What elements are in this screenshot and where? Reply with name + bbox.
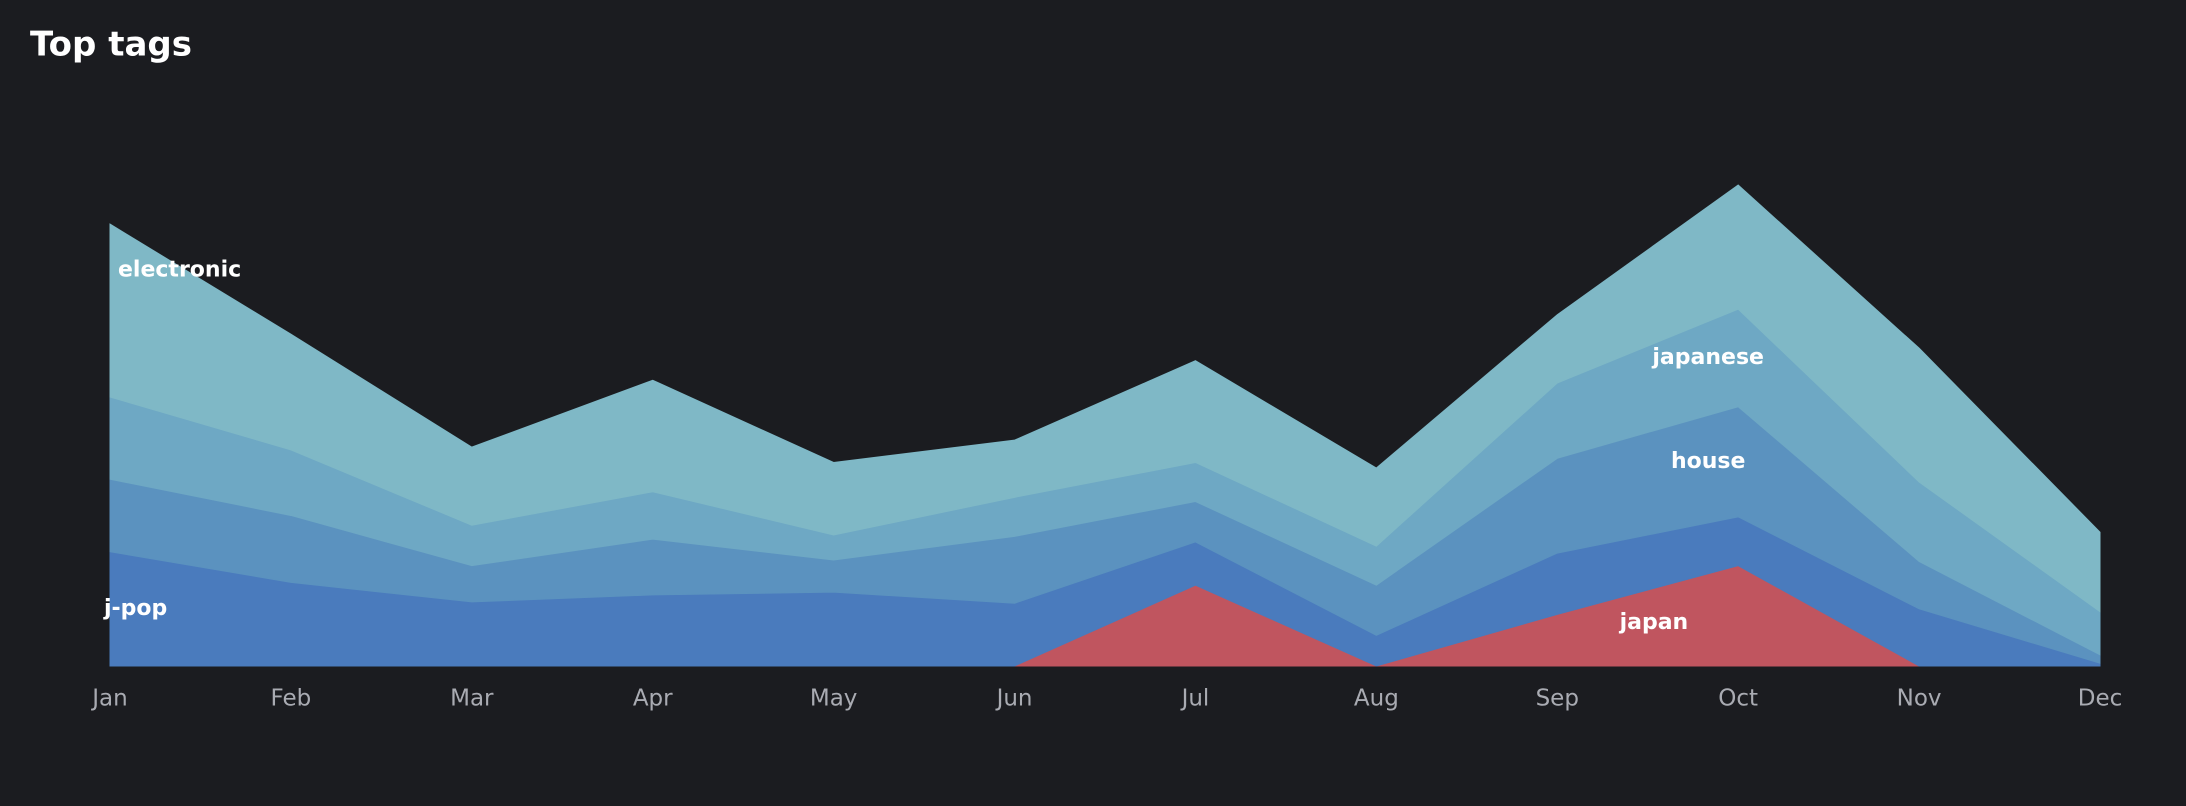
x-tick-label: Dec [2078, 686, 2123, 712]
x-tick-label: Oct [1718, 686, 1758, 712]
chart-title: Top tags [30, 25, 192, 65]
x-tick-label: Aug [1354, 686, 1399, 712]
x-tick-label: Jun [995, 686, 1033, 712]
series-label: house [1671, 449, 1745, 474]
x-tick-label: Sep [1536, 686, 1579, 712]
x-tick-label: May [810, 686, 858, 712]
x-tick-label: Mar [450, 686, 494, 712]
x-tick-label: Jan [90, 686, 127, 712]
series-label: japan [1619, 610, 1689, 635]
area [109, 184, 2101, 613]
x-tick-label: Apr [633, 686, 673, 712]
x-tick-label: Feb [271, 686, 312, 712]
x-tick-label: Jul [1180, 686, 1210, 712]
series-label: j-pop [103, 596, 167, 621]
x-tick-label: Nov [1897, 686, 1942, 712]
series-label: electronic [118, 258, 241, 283]
series-label: japanese [1651, 345, 1764, 370]
